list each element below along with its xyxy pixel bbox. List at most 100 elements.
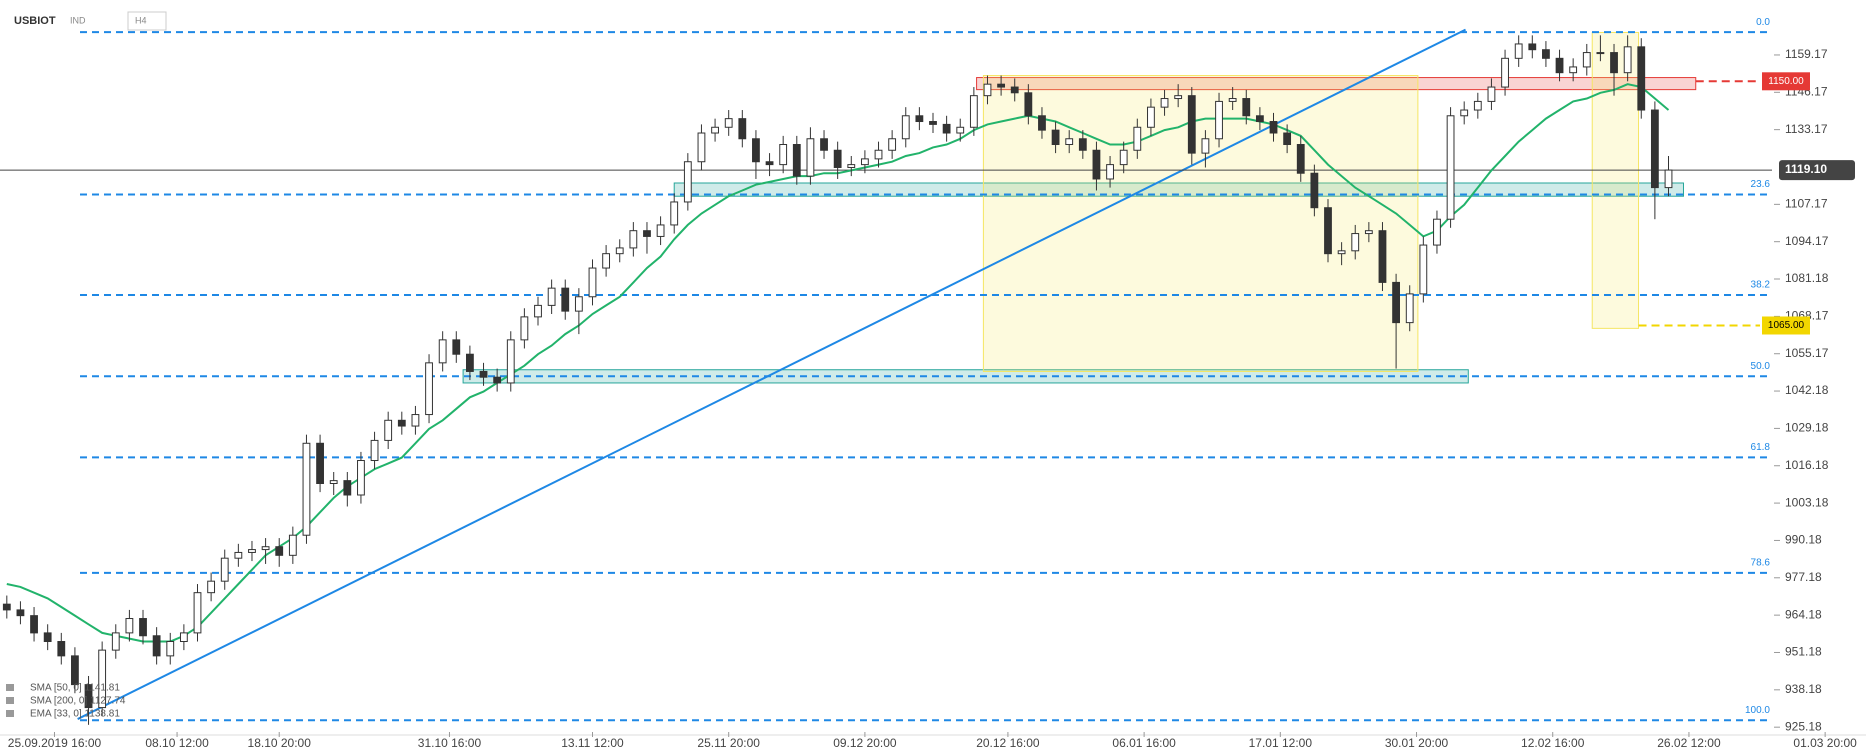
interval-box[interactable] [127,11,167,31]
price-line-label: 1065.00 [1768,320,1805,331]
y-tick-label: 977.18 [1785,570,1822,584]
symbol: USBIOT [14,15,56,27]
candle-body [506,339,515,384]
y-tick-label: 1133.17 [1785,122,1828,136]
instrument-type[interactable]: IND [70,15,86,25]
candle-body [942,123,951,134]
candle-body [711,126,719,134]
candle-body [629,230,638,249]
x-tick-label: 08.10 12:00 [145,736,209,750]
candle-body [1174,95,1183,100]
candle-body [1147,106,1155,128]
y-tick-label: 1107.17 [1785,197,1828,211]
price-line-box [1762,316,1810,335]
candle-body [765,161,774,166]
x-tick-label: 12.02 16:00 [1521,736,1585,750]
y-tick-label: 1016.18 [1785,458,1829,472]
candle-body [411,414,420,427]
candle-body [738,118,747,140]
y-tick-label: 1055.17 [1785,346,1829,360]
candle-body [1460,109,1469,117]
candle-body [370,439,379,462]
candle-body [397,419,406,427]
candle-body [1473,100,1482,111]
candle-body [248,549,256,553]
legend-icon [6,710,14,717]
legend-entry: SMA [200, 0] 1127.74 [30,696,126,707]
y-tick-label: 1094.17 [1785,234,1829,248]
y-tick-label: 1081.18 [1785,271,1829,285]
candle-body [452,339,461,355]
candle-body [1664,169,1673,189]
candle-body [547,287,556,306]
candle-body [1501,57,1509,88]
candle-body [302,442,311,536]
candle-body [670,201,679,226]
candle-body [357,460,365,496]
x-tick-label: 26.02 12:00 [1657,736,1721,750]
fib-label: 78.6 [1751,557,1771,568]
candle-body [1228,98,1237,102]
candle-body [683,161,692,203]
x-tick-label: 01.03 20:00 [1793,736,1857,750]
candle-body [656,224,665,237]
candle-body [220,557,229,582]
x-tick-label: 30.01 20:00 [1385,736,1449,750]
candle-body [1650,109,1659,189]
candle-body [425,362,433,416]
candle-body [1569,66,1578,74]
candle-body [1010,86,1019,94]
candle-body [901,115,910,140]
candle-body [2,603,11,611]
candle-body [1596,52,1605,55]
y-tick-label: 990.18 [1785,533,1822,547]
fib-label: 0.0 [1756,17,1770,28]
candle-body [1392,281,1401,324]
candle-body [1255,115,1264,123]
y-tick-label: 951.18 [1785,645,1822,659]
candle-body [98,649,107,709]
fib-label: 100.0 [1745,705,1770,716]
candle-body [1324,207,1332,255]
candle-body [57,641,66,657]
candle-body [384,419,393,441]
trendline [77,28,1467,720]
zone [673,182,1684,197]
candle-body [1269,121,1278,134]
candle-body [1446,115,1455,220]
candle-body [1201,138,1210,154]
zone [462,369,1469,384]
candle-body [1038,115,1046,131]
x-tick-label: 06.01 16:00 [1112,736,1176,750]
candle-body [874,149,883,160]
candle-body [779,144,788,166]
x-tick-label: 25.09.2019 16:00 [8,736,102,750]
candle-body [697,132,706,163]
candle-body [724,118,733,128]
price-line-label: 1150.00 [1768,76,1804,87]
x-tick-label: 31.10 16:00 [418,736,482,750]
candle-body [329,480,338,484]
zone [976,77,1697,91]
candle-body [343,480,352,496]
y-tick-label: 964.18 [1785,607,1822,621]
candle-body [316,442,324,484]
candle-body [275,546,284,556]
candle-body [179,632,188,643]
candle-body [1242,98,1251,117]
x-tick-label: 09.12 20:00 [833,736,897,750]
candle-body [1542,49,1550,59]
candle-body [84,684,93,709]
candle-body [261,546,270,551]
interval[interactable]: H4 [135,15,147,25]
candle-body [43,632,52,643]
candle-body [493,376,502,384]
legend-icon [6,697,14,704]
candle-body [1405,293,1414,324]
x-tick-label: 20.12 16:00 [976,736,1040,750]
last-price-box [1779,160,1855,181]
y-tick-label: 938.18 [1785,682,1822,696]
price-line-box [1762,72,1810,91]
candle-body [1487,86,1496,102]
